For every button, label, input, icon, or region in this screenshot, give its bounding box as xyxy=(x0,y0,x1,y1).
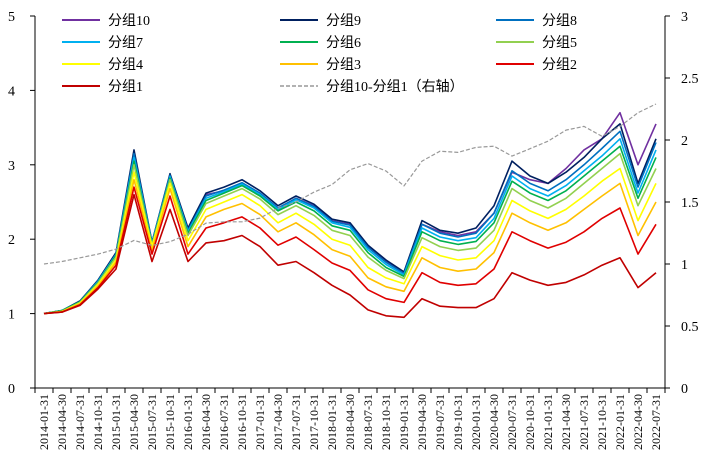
x-tick-label: 2022-01-31 xyxy=(613,394,627,450)
y-left-tick-label: 4 xyxy=(8,84,15,99)
x-tick-label: 2015-07-31 xyxy=(145,394,159,450)
x-tick-label: 2016-04-30 xyxy=(199,394,213,450)
x-tick-label: 2017-01-31 xyxy=(253,394,267,450)
legend-label-11: 分组10-分组1（右轴） xyxy=(326,79,464,95)
chart-axes: 0 1 2 3 4 5 0 0.5 1 1.5 2 2.5 3 2014-01-31 2014-04-30 2… xyxy=(8,10,699,450)
x-tick-label: 2018-10-31 xyxy=(379,394,393,450)
x-tick-label: 2020-01-31 xyxy=(469,394,483,450)
x-tick-label: 2017-07-31 xyxy=(289,394,303,450)
x-tick-label: 2021-10-31 xyxy=(595,394,609,450)
x-tick-label: 2021-07-31 xyxy=(577,394,591,450)
x-tick-label: 2020-07-31 xyxy=(505,394,519,450)
x-tick-label: 2022-04-30 xyxy=(631,394,645,450)
x-tick-label: 2019-01-31 xyxy=(397,394,411,450)
chart-legend: 分组10 分组9 分组8 分组7 分组6 分组5 分组4 分组3 分组2 分组1 分组10-分组1（… xyxy=(62,13,577,95)
legend-label-7: 分组4 xyxy=(108,57,143,73)
y-right-tick-label: 0 xyxy=(681,382,688,397)
legend-label-6: 分组5 xyxy=(542,35,577,51)
y-left-tick-label: 2 xyxy=(8,233,15,248)
x-tick-label: 2019-04-30 xyxy=(415,394,429,450)
x-tick-label: 2015-10-31 xyxy=(163,394,177,450)
x-tick-label: 2017-04-30 xyxy=(271,394,285,450)
series-line-10 xyxy=(43,193,657,319)
x-tick-label: 2021-01-31 xyxy=(541,394,555,450)
x-tick-label: 2018-07-31 xyxy=(361,394,375,450)
legend-label-5: 分组6 xyxy=(326,35,361,51)
y-right-tick-label: 3 xyxy=(681,10,688,25)
y-left-tick-label: 3 xyxy=(8,159,15,174)
series-line-7 xyxy=(43,167,657,315)
y-right-tick-label: 2 xyxy=(681,134,688,149)
x-tick-label: 2015-01-31 xyxy=(109,394,123,450)
x-tick-label: 2016-07-31 xyxy=(217,394,231,450)
x-tick-label: 2014-07-31 xyxy=(73,394,87,450)
legend-label-2: 分组9 xyxy=(326,13,361,29)
y-right-tick-label: 1.5 xyxy=(681,196,699,211)
x-tick-label: 2021-04-30 xyxy=(559,394,573,450)
y-right-tick-label: 1 xyxy=(681,258,688,273)
x-tick-label: 2014-01-31 xyxy=(37,394,51,450)
legend-label-4: 分组7 xyxy=(108,35,143,51)
x-tick-label: 2015-04-30 xyxy=(127,394,141,450)
y-right-tick-label: 2.5 xyxy=(681,72,699,87)
x-tick-label: 2017-10-31 xyxy=(307,394,321,450)
x-tick-label: 2022-07-31 xyxy=(649,394,663,450)
legend-label-10: 分组1 xyxy=(108,79,143,95)
series-line-8 xyxy=(43,178,657,315)
y-left-tick-label: 0 xyxy=(8,382,15,397)
legend-label-1: 分组10 xyxy=(108,13,150,29)
x-tick-label: 2016-01-31 xyxy=(181,394,195,450)
x-tick-label: 2020-10-31 xyxy=(523,394,537,450)
y-left-tick-label: 1 xyxy=(8,308,15,323)
legend-label-8: 分组3 xyxy=(326,57,361,73)
series-line-9 xyxy=(43,186,657,315)
y-right-tick-label: 0.5 xyxy=(681,320,699,335)
x-tick-label: 2018-04-30 xyxy=(343,394,357,450)
y-left-tick-label: 5 xyxy=(8,10,15,25)
chart-series-lines xyxy=(43,103,657,319)
series-line-2 xyxy=(43,123,657,315)
legend-label-9: 分组2 xyxy=(542,57,577,73)
x-tick-label: 2019-10-31 xyxy=(451,394,465,450)
x-tick-label: 2014-04-30 xyxy=(55,394,69,450)
x-tick-label: 2018-01-31 xyxy=(325,394,339,450)
x-tick-label: 2020-04-30 xyxy=(487,394,501,450)
x-tick-label: 2019-07-31 xyxy=(433,394,447,450)
x-tick-label: 2016-10-31 xyxy=(235,394,249,450)
legend-label-3: 分组8 xyxy=(542,13,577,29)
x-tick-label: 2014-10-31 xyxy=(91,394,105,450)
